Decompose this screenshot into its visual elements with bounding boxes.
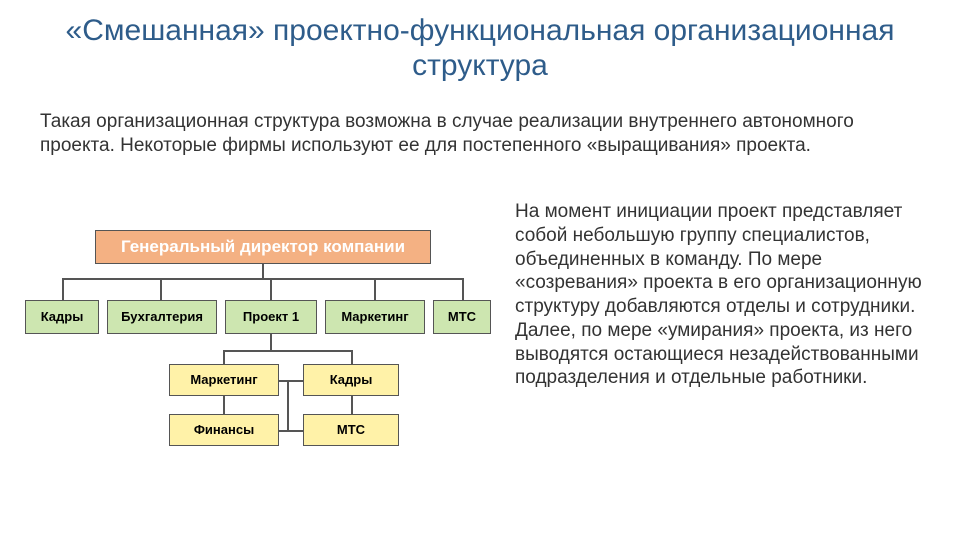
org-connector	[62, 278, 464, 280]
detail-paragraph: На момент инициации проект представляет …	[515, 200, 923, 390]
org-level1-box-0: Кадры	[25, 300, 99, 334]
org-root-box: Генеральный директор компании	[95, 230, 431, 264]
org-chart: Генеральный директор компанииКадрыБухгал…	[25, 230, 503, 510]
org-connector	[462, 278, 464, 300]
org-connector	[279, 380, 303, 382]
org-level1-box-2: Проект 1	[225, 300, 317, 334]
org-connector	[223, 350, 225, 364]
org-connector	[160, 278, 162, 300]
org-level2-box-1: Кадры	[303, 364, 399, 396]
org-connector	[223, 396, 225, 414]
org-connector	[270, 278, 272, 300]
org-connector	[262, 264, 264, 278]
org-level1-box-1: Бухгалтерия	[107, 300, 217, 334]
org-connector	[270, 334, 272, 350]
org-connector	[62, 278, 64, 300]
org-level2-box-0: Маркетинг	[169, 364, 279, 396]
org-connector	[287, 380, 289, 430]
org-connector	[223, 350, 353, 352]
org-level2-box-3: МТС	[303, 414, 399, 446]
org-level1-box-4: МТС	[433, 300, 491, 334]
org-level1-box-3: Маркетинг	[325, 300, 425, 334]
page-title: «Смешанная» проектно-функциональная орга…	[0, 0, 960, 83]
org-connector	[279, 430, 303, 432]
intro-paragraph: Такая организационная структура возможна…	[40, 110, 870, 158]
org-connector	[374, 278, 376, 300]
org-connector	[351, 350, 353, 364]
org-connector	[351, 396, 353, 414]
org-level2-box-2: Финансы	[169, 414, 279, 446]
